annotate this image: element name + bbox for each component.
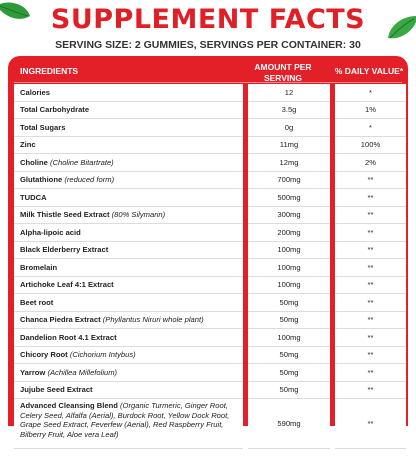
daily-value-header: % DAILY VALUE* <box>334 66 404 76</box>
amount-cell: 12 <box>248 84 330 102</box>
table-row: Black Elderberry Extract <box>14 242 243 259</box>
ingredient-name: Chanca Piedra Extract <box>20 315 101 325</box>
table-row: Chanca Piedra Extract (Phyllantus Niruri… <box>14 312 243 329</box>
ingredient-name: Bromelain <box>20 262 58 272</box>
daily-value-cell: ** <box>335 364 406 382</box>
ingredient-name: Alpha-lipoic acid <box>20 227 81 237</box>
table-row: TUDCA <box>14 189 243 207</box>
daily-value-cell: ** <box>335 189 406 207</box>
amount-column: 12 3.5g 0g 11mg 12mg 700mg 500mg 300mg 200mg 100m… <box>248 84 330 459</box>
amount-cell: 300mg <box>248 207 330 224</box>
table-row: Choline (Choline Bitartrate) <box>14 154 243 172</box>
daily-value-cell: ** <box>335 312 406 329</box>
daily-value-cell: ** <box>335 224 406 242</box>
table-row: Advanced Cleansing Blend (Organic Turmer… <box>14 399 243 449</box>
ingredient-name: Choline <box>20 157 48 167</box>
table-row: Milk Thistle Seed Extract (80% Silymarin… <box>14 207 243 224</box>
amount-cell: 100mg <box>248 329 330 347</box>
amount-cell: 3.5g <box>248 102 330 119</box>
ingredient-name: Advanced Cleansing Blend <box>20 401 118 410</box>
ingredient-name: TUDCA <box>20 192 47 202</box>
header-divider <box>14 82 402 83</box>
daily-value-cell: ** <box>335 294 406 312</box>
ingredient-qualifier: (reduced form) <box>64 175 115 185</box>
ingredient-name: Zinc <box>20 140 36 150</box>
ingredient-name: Artichoke Leaf 4:1 Extract <box>20 280 114 290</box>
ingredient-name: Milk Thistle Seed Extract <box>20 210 110 220</box>
daily-value-cell: 2% <box>335 154 406 172</box>
table-row: Total Carbohydrate <box>14 102 243 119</box>
amount-cell: 12mg <box>248 154 330 172</box>
daily-value-cell: 1% <box>335 102 406 119</box>
table-row: Total Sugars <box>14 119 243 137</box>
ingredient-name: Beet root <box>20 297 54 307</box>
ingredient-name: Black Elderberry Extract <box>20 245 109 255</box>
blend-text: Advanced Cleansing Blend (Organic Turmer… <box>20 401 243 439</box>
leaf-icon <box>0 2 30 19</box>
daily-value-cell: ** <box>335 277 406 294</box>
table-row: Alpha-lipoic acid <box>14 224 243 242</box>
ingredient-qualifier: (Achillea Millefolium) <box>47 367 118 377</box>
table-row: Yarrow (Achillea Millefolium) <box>14 364 243 382</box>
amount-cell: 50mg <box>248 364 330 382</box>
ingredient-name: Chicory Root <box>20 350 68 360</box>
amount-cell: 100mg <box>248 259 330 277</box>
daily-value-cell: * <box>335 84 406 102</box>
amount-cell: 100mg <box>248 242 330 259</box>
ingredient-name: Jujube Seed Extract <box>20 385 93 395</box>
daily-value-cell: ** <box>335 242 406 259</box>
ingredient-name: Total Sugars <box>20 122 66 132</box>
amount-cell: 50mg <box>248 382 330 399</box>
amount-header: AMOUNT PER SERVING <box>254 62 312 83</box>
table-row: Zinc <box>14 137 243 154</box>
ingredient-name: Calories <box>20 87 50 97</box>
amount-cell: 0g <box>248 119 330 137</box>
ingredient-name: Total Carbohydrate <box>20 105 90 115</box>
ingredient-name: Glutathione <box>20 175 63 185</box>
daily-value-cell: * <box>335 119 406 137</box>
amount-cell: 11mg <box>248 137 330 154</box>
ingredient-column: Calories Total Carbohydrate Total Sugars Zi… <box>14 84 243 459</box>
ingredient-qualifier: (Phyllantus Niruri whole plant) <box>102 315 204 325</box>
ingredient-name: Dandelion Root 4.1 Extract <box>20 332 117 342</box>
table-row: Calories <box>14 84 243 102</box>
leaf-icon <box>388 16 416 39</box>
table-row: Jujube Seed Extract <box>14 382 243 399</box>
daily-value-cell: 100% <box>335 137 406 154</box>
amount-cell: 100mg <box>248 277 330 294</box>
amount-cell: 50mg <box>248 312 330 329</box>
amount-cell: 50mg <box>248 347 330 364</box>
amount-cell: 50mg <box>248 294 330 312</box>
daily-value-cell: ** <box>335 259 406 277</box>
table-row: Chicory Root (Cichorium Intybus) <box>14 347 243 364</box>
daily-value-cell: ** <box>335 399 406 449</box>
amount-cell: 590mg <box>248 399 330 449</box>
amount-cell: 200mg <box>248 224 330 242</box>
amount-cell: 500mg <box>248 189 330 207</box>
daily-value-cell: ** <box>335 329 406 347</box>
supplement-facts-table: INGREDIENTS AMOUNT PER SERVING % DAILY V… <box>8 56 408 459</box>
ingredient-qualifier: (Choline Bitartrate) <box>49 157 114 167</box>
table-row: Glutathione (reduced form) <box>14 172 243 189</box>
amount-cell: 700mg <box>248 172 330 189</box>
serving-info: SERVING SIZE: 2 GUMMIES, SERVINGS PER CO… <box>55 39 361 51</box>
daily-value-column: * 1% * 100% 2% ** ** ** ** ** ** ** ** ** ** ** ** ** ** <box>335 84 406 459</box>
ingredient-qualifier: (Cichorium Intybus) <box>69 350 136 360</box>
ingredients-header: INGREDIENTS <box>20 66 79 76</box>
table-row: Artichoke Leaf 4:1 Extract <box>14 277 243 294</box>
daily-value-cell: ** <box>335 382 406 399</box>
daily-value-cell: ** <box>335 347 406 364</box>
daily-value-cell: ** <box>335 172 406 189</box>
ingredient-name: Yarrow <box>20 367 46 377</box>
table-row: Bromelain <box>14 259 243 277</box>
daily-value-cell: ** <box>335 207 406 224</box>
ingredient-qualifier: (80% Silymarin) <box>111 210 166 220</box>
table-row: Beet root <box>14 294 243 312</box>
page-title: SUPPLEMENT FACTS <box>50 4 366 35</box>
table-row: Dandelion Root 4.1 Extract <box>14 329 243 347</box>
